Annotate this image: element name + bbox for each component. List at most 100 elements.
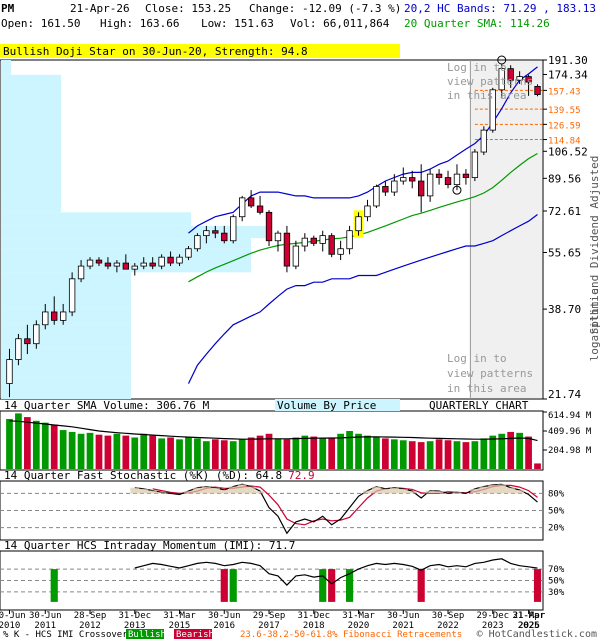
candle-body: [167, 256, 174, 264]
header-bands: 20,2 HC Bands: 71.29 , 183.13: [404, 2, 597, 15]
candle-body: [346, 230, 353, 250]
watermark-bottom-1: Log in to: [447, 352, 507, 365]
candle-body: [283, 232, 291, 267]
volume-bar: [489, 435, 497, 469]
header-change: Change: -12.09 (-7.3 %): [249, 2, 402, 15]
crossover-marker: [533, 569, 542, 602]
x-tick-label: 31-Mar: [512, 611, 545, 621]
candle-body: [149, 262, 156, 267]
x-tick-year: 2013: [124, 621, 146, 631]
x-tick-label: 30-Sep: [432, 611, 465, 621]
volume-tick-label: 409.96 M: [548, 427, 592, 437]
candle-body: [274, 232, 282, 242]
volume-bar: [149, 435, 157, 469]
candle-body: [364, 205, 371, 218]
volume-bar: [32, 420, 40, 469]
candle-body: [176, 256, 183, 264]
footer-copyright: © HotCandlestick.com: [477, 629, 597, 640]
stochastic-title-text: 14 Quarter Fast Stochastic (%K) (%D): 64…: [4, 469, 282, 482]
candle-body: [230, 216, 237, 242]
volume-bar: [220, 440, 228, 469]
header-high: High: 163.66: [100, 17, 180, 30]
volume-bar: [364, 435, 371, 469]
momentum-imi-line: [134, 558, 538, 586]
momentum-panel-frame: [0, 550, 544, 611]
momentum-level-label: 50%: [548, 577, 565, 587]
volume-bar: [24, 417, 31, 469]
x-tick-year: 2021: [392, 621, 414, 631]
stochastic-overbought-fill: [148, 490, 158, 494]
y-tick-label: 38.70: [548, 303, 581, 316]
volume-bar: [408, 441, 416, 469]
pattern-marker-circle: [452, 185, 462, 195]
candle-body: [265, 211, 273, 242]
x-tick-year: 2011: [34, 621, 56, 631]
y-axis-label: Split and Dividend Adjusted: [588, 156, 600, 335]
candle-body: [51, 311, 58, 321]
stochastic-level-label: 80%: [548, 489, 565, 499]
x-tick-year: 2023: [482, 621, 504, 631]
candle-body: [400, 177, 407, 182]
header-close: Close: 153.25: [145, 2, 232, 15]
candle-body: [247, 197, 255, 207]
volume-bar: [6, 418, 13, 469]
volume-bar: [319, 438, 327, 469]
watermark-top-2: view patterns: [447, 75, 533, 88]
candle-body: [6, 359, 13, 384]
watermark-bottom-2: view patterns: [447, 367, 533, 380]
stochastic-overbought-fill: [497, 484, 507, 494]
candle-body: [24, 338, 31, 345]
candle-body: [489, 89, 496, 131]
stochastic-overbought-fill: [434, 491, 444, 494]
header-vol: Vol: 66,011,864: [290, 17, 390, 30]
x-tick-label: 30-Jun: [208, 611, 241, 621]
candle-body: [221, 232, 228, 242]
candle-body: [68, 278, 76, 313]
volume-panel-frame: [0, 410, 544, 471]
volume-bar: [113, 433, 121, 469]
candle-body: [453, 173, 461, 186]
momentum-level-label: 30%: [548, 588, 565, 598]
volume-by-price-bar: [1, 192, 61, 213]
candle-body: [256, 205, 264, 213]
candle-body: [42, 311, 49, 326]
x-tick-year: 2025: [518, 621, 540, 631]
candle-body: [426, 173, 434, 197]
crossover-marker: [345, 569, 354, 602]
footer-bearish: Bearish: [176, 630, 214, 640]
candle-body: [498, 68, 505, 91]
stochastic-title: 14 Quarter Fast Stochastic (%K) (%D): 64…: [4, 469, 315, 482]
volume-by-price-bar: [1, 60, 11, 75]
volume-by-price-label: Volume By Price: [277, 399, 376, 412]
footer-fib: 23.6-38.2-50-61.8% Fibonacci Retracement…: [240, 630, 462, 640]
candle-body: [33, 324, 40, 345]
stochastic-overbought-fill: [157, 492, 167, 494]
candle-body: [444, 177, 452, 186]
stochastic-overbought-fill: [219, 489, 229, 494]
volume-bar: [59, 430, 67, 469]
x-tick-year: 2015: [169, 621, 191, 631]
candle-body: [391, 180, 398, 193]
volume-bar: [95, 434, 103, 469]
footer-prefix: % K - HCS IMI Crossover,: [3, 630, 133, 640]
volume-bar: [86, 432, 94, 469]
stochastic-overbought-fill: [210, 487, 220, 494]
header-open: Open: 161.50: [1, 17, 81, 30]
y-tick-label: 55.65: [548, 246, 581, 259]
candle-body: [435, 173, 443, 178]
momentum-level-label: 70%: [548, 565, 565, 575]
candle-body: [337, 248, 344, 255]
y-tick-label: 89.56: [548, 172, 581, 185]
volume-bar: [104, 435, 112, 469]
volume-bar: [41, 422, 49, 469]
x-tick-label: 21-Apr: [513, 611, 546, 621]
candle-body: [328, 235, 335, 255]
volume-by-price-bar: [1, 348, 131, 378]
main-panel-frame: [0, 59, 544, 400]
pattern-title: Bullish Doji Star on 30-Jun-20, Strength…: [3, 45, 308, 58]
stochastic-overbought-fill: [398, 488, 408, 494]
x-tick-label: 29-Sep: [253, 611, 286, 621]
x-tick-year: 2026: [518, 621, 540, 631]
header-date: 21-Apr-26: [70, 2, 130, 15]
